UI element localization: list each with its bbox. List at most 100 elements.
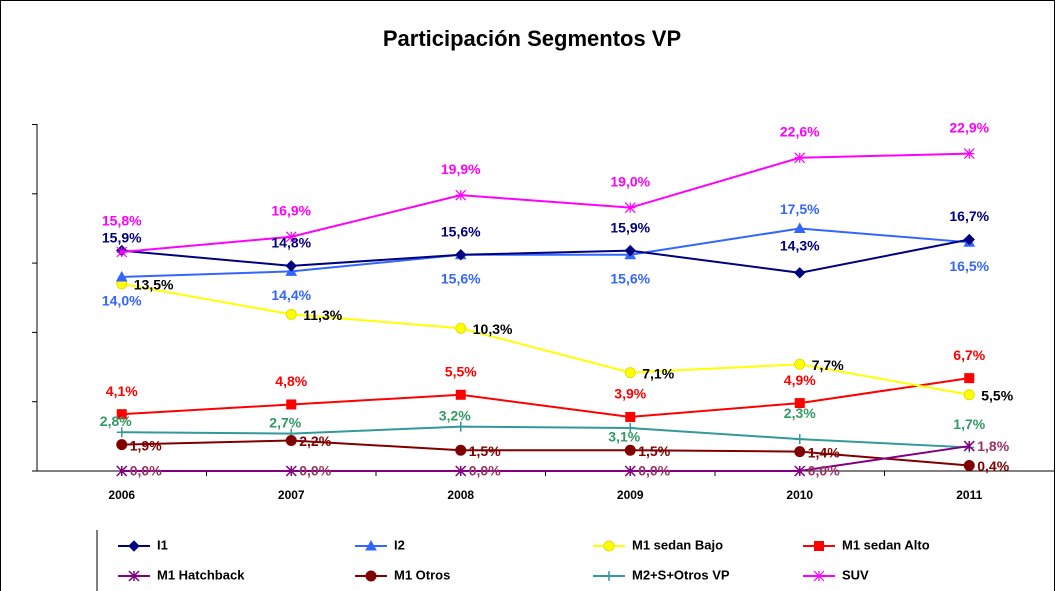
x-tick-label: 2006 [108,488,135,502]
marker [813,570,825,582]
legend-item: M1 sedan Bajo [593,537,723,552]
series [116,421,975,453]
legend-label: M2+S+Otros VP [632,567,730,582]
data-label: 15,6% [610,270,650,286]
marker [963,440,975,452]
data-label: 16,5% [949,258,989,274]
legend-item: M2+S+Otros VP [593,567,730,582]
legend-item: M1 sedan Alto [803,537,930,552]
series [116,148,975,258]
data-label: 16,7% [949,208,989,224]
data-label: 0,0% [808,463,840,479]
data-label: 17,5% [780,201,820,217]
marker [624,465,636,477]
x-tick-label: 2011 [956,488,982,502]
data-label: 15,9% [610,219,650,235]
marker [624,244,636,257]
data-label: 7,7% [812,357,844,373]
series-line [121,152,970,254]
series-line [121,425,970,449]
data-label: 15,9% [102,229,142,245]
marker [455,465,467,477]
chart-title: Participación Segmentos VP [383,26,681,51]
marker [963,389,975,401]
marker [963,459,975,471]
marker [365,570,377,582]
data-label: 1,8% [977,438,1009,454]
data-label: 0,0% [299,463,331,479]
data-label: 1,7% [953,416,985,432]
data-label: 0,0% [130,463,162,479]
data-label: 11,3% [303,307,342,323]
marker [794,358,806,370]
marker [625,423,636,434]
series [116,233,975,279]
series [116,440,975,477]
data-label: 0,0% [469,463,501,479]
data-label: 1,4% [808,444,840,460]
data-label: 10,3% [473,321,513,337]
data-label: 3,2% [439,407,471,423]
legend-label: I2 [394,537,405,552]
data-label: 14,4% [271,287,311,303]
marker [128,540,140,552]
series [116,435,975,471]
marker [603,540,615,552]
series [116,278,975,401]
marker [625,411,636,422]
marker [285,260,297,272]
legend-item: M1 Hatchback [118,567,245,582]
data-label: 4,1% [106,383,138,399]
legend-label: M1 Hatchback [157,567,245,582]
series-line [121,282,970,396]
data-label: 22,9% [949,119,989,135]
data-label: 19,9% [441,161,481,177]
marker [365,539,377,551]
marker [455,444,467,456]
data-label: 6,7% [953,347,985,363]
data-label: 15,6% [441,270,481,286]
marker [794,152,806,164]
data-label: 5,5% [981,387,1013,403]
marker [624,202,636,214]
x-tick-label: 2008 [447,488,474,502]
marker [624,367,636,379]
legend-item: M1 Otros [355,567,450,582]
marker [793,222,806,233]
data-label: 4,9% [784,372,816,388]
x-tick-label: 2009 [617,488,644,502]
marker [455,421,466,432]
series-line [121,439,970,467]
series-line [121,377,970,418]
marker [814,541,824,551]
marker [455,249,467,261]
data-label: 14,3% [780,238,820,254]
legend-item: SUV [803,567,869,582]
series-line [121,445,970,472]
legend-label: M1 sedan Alto [842,537,930,552]
legend-label: M1 sedan Bajo [632,537,723,552]
data-label: 2,2% [299,433,331,449]
data-label: 19,0% [610,173,650,189]
marker [285,231,297,243]
marker [128,570,140,582]
series-line [121,227,970,278]
marker [794,267,806,279]
data-label: 16,9% [271,202,311,218]
legend-label: I1 [157,537,168,552]
data-label: 15,6% [441,223,481,239]
marker [794,434,805,445]
marker [624,444,636,456]
marker [285,435,297,447]
marker [964,373,975,384]
marker [285,308,297,320]
marker [285,465,297,477]
marker [794,398,805,409]
data-label: 1,9% [130,437,162,453]
series-line [121,238,970,274]
marker [604,571,614,581]
marker [116,465,128,477]
marker [794,465,806,477]
marker [455,189,467,201]
